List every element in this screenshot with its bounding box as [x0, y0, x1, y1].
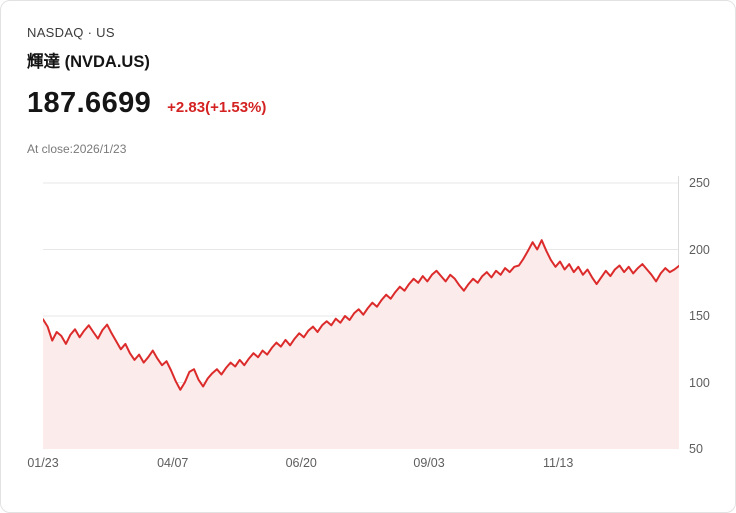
current-price: 187.6699: [27, 87, 152, 119]
x-tick-label-01-23: 01/23: [27, 456, 59, 470]
price-row: 187.6699 +2.83(+1.53%): [27, 87, 266, 120]
close-info: At close:2026/1/23: [27, 142, 127, 156]
x-tick-label-09-03: 09/03: [413, 456, 445, 470]
price-line: [43, 239, 679, 391]
y-tick-label-50: 50: [689, 442, 703, 456]
price-chart: [43, 176, 679, 449]
stock-name: 輝達 (NVDA.US): [27, 53, 150, 71]
price-area-fill: [43, 240, 679, 449]
x-tick-label-04-07: 04/07: [157, 456, 189, 470]
y-tick-label-100: 100: [689, 375, 710, 390]
x-tick-label-11-13: 11/13: [542, 456, 574, 470]
y-tick-label-250: 250: [689, 176, 710, 190]
y-tick-label-200: 200: [689, 242, 710, 257]
exchange-line: NASDAQ · US: [27, 25, 115, 40]
x-tick-label-06-20: 06/20: [285, 456, 317, 470]
price-chart-svg: [43, 176, 679, 449]
y-tick-label-150: 150: [689, 309, 710, 323]
price-change: +2.83(+1.53%): [167, 99, 267, 116]
